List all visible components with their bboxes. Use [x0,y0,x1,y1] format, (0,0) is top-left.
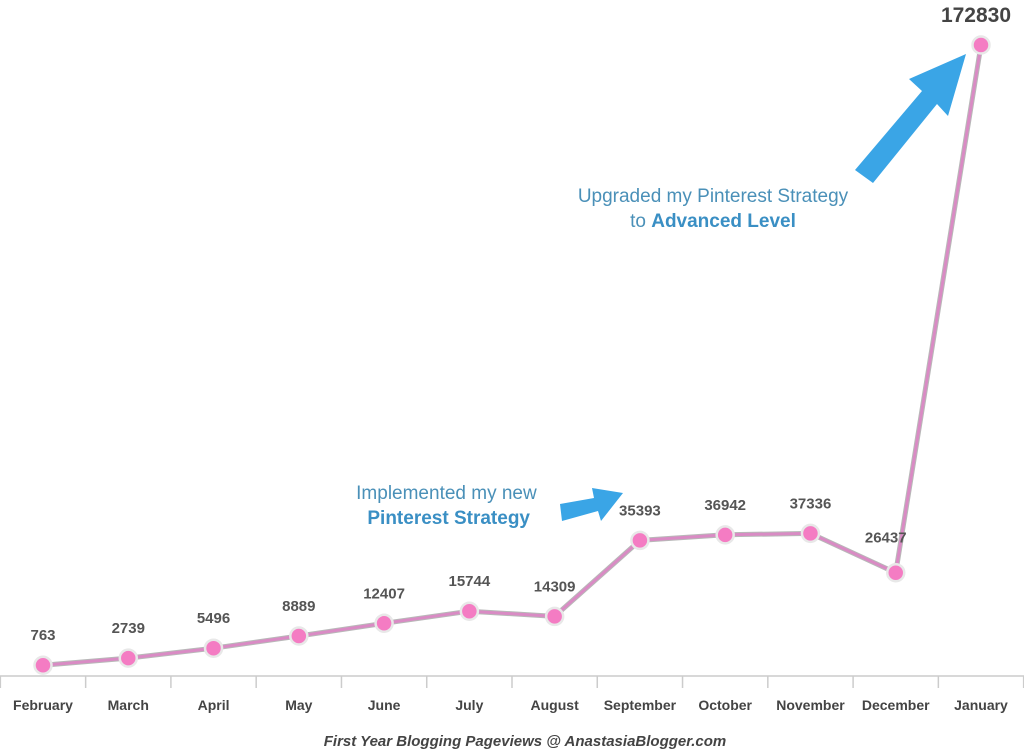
data-label-february: 763 [30,627,55,644]
annotation-2-line2: to Advanced Level [630,211,796,232]
annotation-2-line1: Upgraded my Pinterest Strategy [578,186,849,207]
annotation-arrow-icon [560,488,623,521]
data-point-november [800,523,821,544]
data-label-january: 172830 [941,4,1011,27]
data-label-june: 12407 [363,585,405,602]
x-tick-label-august: August [531,697,580,713]
data-label-march: 2739 [112,620,145,637]
x-tick-label-march: March [108,697,149,713]
data-point-september [630,530,650,551]
data-point-may [289,626,309,646]
x-tick-label-july: July [455,697,483,713]
data-label-july: 15744 [449,573,491,590]
data-point-june [374,613,394,634]
series-line-outline [40,42,984,668]
data-point-august [544,606,565,627]
data-label-october: 36942 [704,497,746,514]
annotation-1: Implemented my new Pinterest Strategy [356,483,542,529]
data-point-december [885,562,906,583]
annotation-arrow-icon [855,54,966,183]
data-label-december: 26437 [865,530,907,547]
data-point-january [971,35,991,55]
x-tick-label-january: January [954,697,1008,713]
x-tick-label-december: December [862,697,930,713]
data-labels: 763 2739 5496 8889 12407 15744 14309 35393 36942… [30,4,1011,644]
x-tick-label-september: September [604,697,677,713]
series-line [41,43,983,667]
x-tick-label-may: May [285,697,312,713]
data-label-april: 5496 [197,610,230,627]
data-label-august: 14309 [534,578,576,595]
x-tick-label-february: February [13,697,73,713]
x-axis-tick-labels: February March April May June July August Septe… [13,697,1008,713]
x-tick-label-june: June [368,697,401,713]
x-tick-label-november: November [776,697,845,713]
data-point-march [118,648,139,668]
data-label-may: 8889 [282,598,315,615]
data-points [33,35,991,675]
annotation-1-line1: Implemented my new [356,483,537,504]
annotation-2-bold: Advanced Level [651,211,796,232]
x-axis-ticks [0,676,1024,688]
annotation-2-prefix: to [630,211,651,232]
data-point-february [33,655,53,675]
data-point-october [715,525,735,545]
data-label-september: 35393 [619,502,661,519]
x-tick-label-april: April [198,697,230,713]
data-label-november: 37336 [790,495,832,512]
x-tick-label-october: October [698,697,752,713]
annotation-1-line2: Pinterest Strategy [367,508,530,529]
data-point-july [459,601,480,621]
data-point-april [203,638,224,658]
chart-caption: First Year Blogging Pageviews @ Anastasi… [324,733,727,750]
